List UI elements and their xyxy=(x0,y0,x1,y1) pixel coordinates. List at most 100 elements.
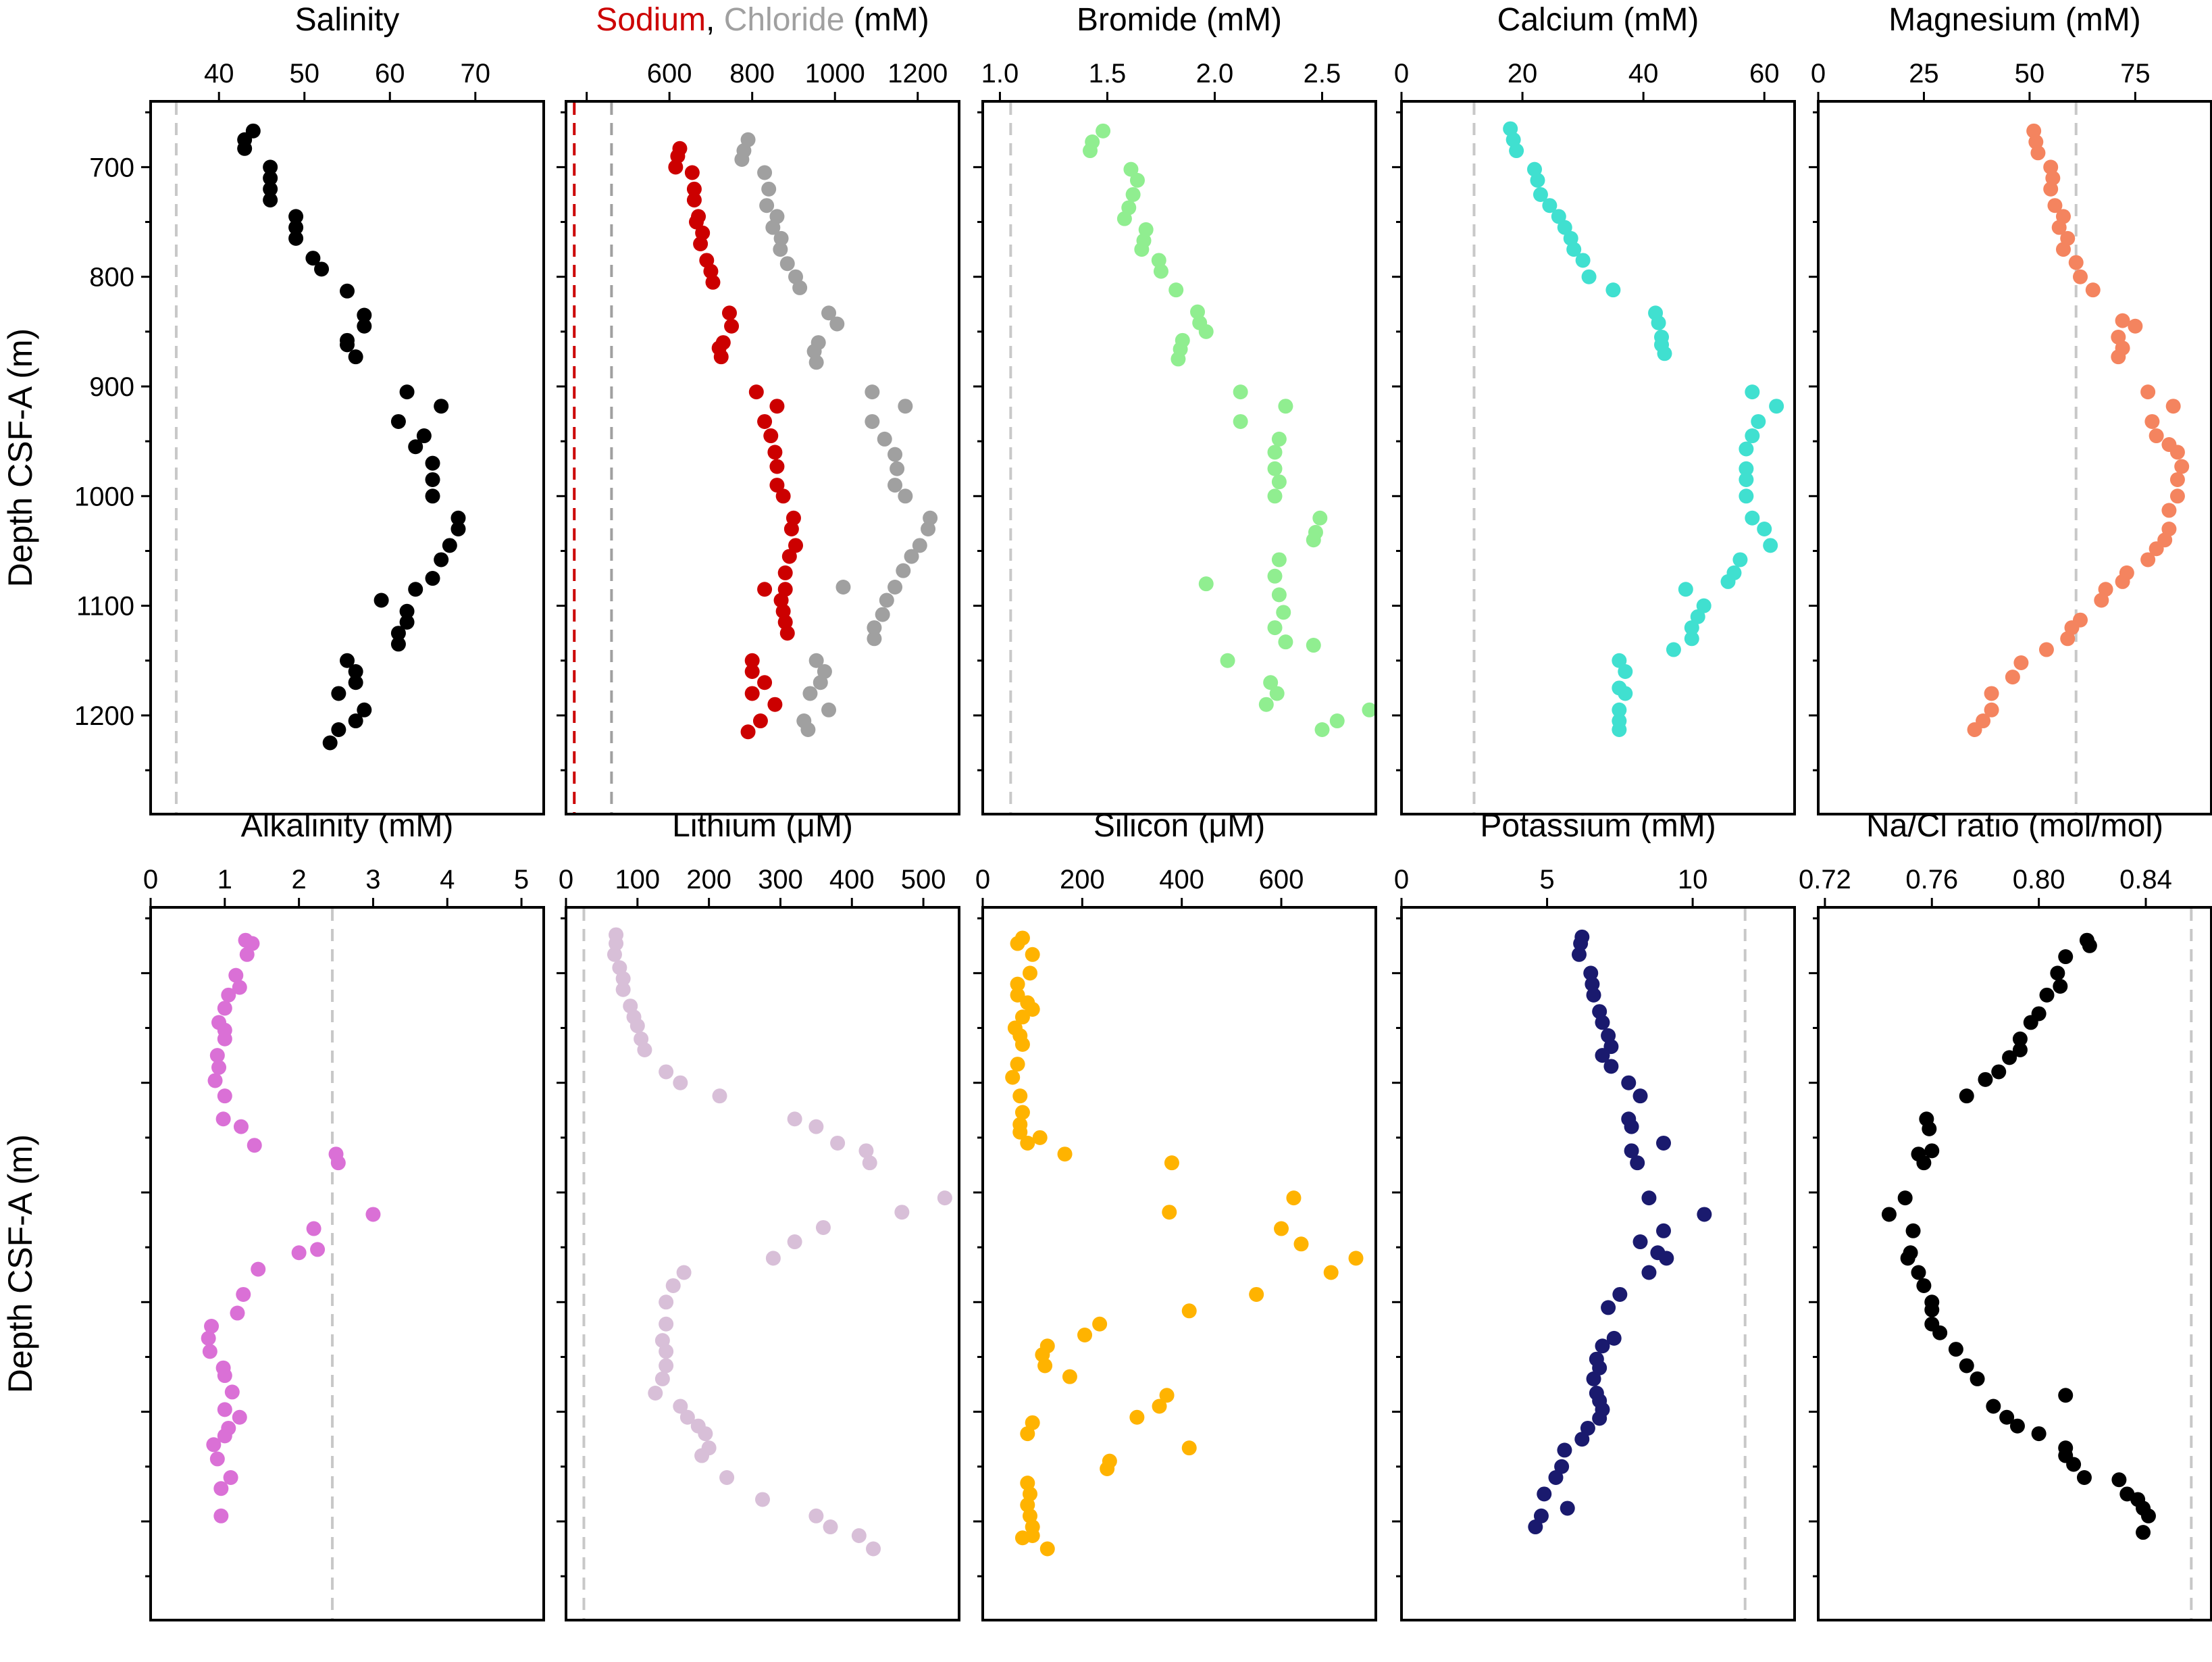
data-point xyxy=(1986,1399,2001,1414)
plot-frame xyxy=(1400,100,1796,815)
data-point xyxy=(808,355,824,370)
data-point xyxy=(773,593,789,608)
data-point xyxy=(1271,474,1287,490)
data-point xyxy=(2140,552,2156,568)
data-point xyxy=(1306,532,1321,548)
data-point xyxy=(615,982,631,997)
data-point xyxy=(1732,552,1748,568)
data-point xyxy=(779,256,795,272)
data-point xyxy=(773,230,789,246)
data-point xyxy=(1198,576,1214,592)
data-point xyxy=(1595,1338,1610,1354)
data-point xyxy=(1554,1459,1570,1474)
x-tick-label: 0 xyxy=(1811,59,1826,89)
x-tick-label: 0.72 xyxy=(1799,865,1851,895)
data-point xyxy=(2073,269,2088,284)
series-s0 xyxy=(1528,929,1712,1535)
data-point xyxy=(1162,1205,1177,1220)
plot-frame xyxy=(565,906,960,1621)
data-point xyxy=(808,1508,824,1524)
data-point xyxy=(1583,965,1599,981)
data-point xyxy=(815,1219,831,1235)
data-point xyxy=(665,1278,681,1293)
data-point xyxy=(1574,1432,1590,1447)
data-point xyxy=(1581,269,1597,284)
data-point xyxy=(654,1371,670,1386)
y-tick-label: 900 xyxy=(89,372,134,402)
data-point xyxy=(1129,172,1145,188)
data-point xyxy=(1720,574,1736,589)
data-point xyxy=(1739,488,1754,504)
data-point xyxy=(648,1386,663,1401)
plot-frame xyxy=(149,906,545,1621)
data-point xyxy=(1571,947,1587,962)
panel-title: Sodium, Chloride (mM) xyxy=(596,2,929,38)
data-point xyxy=(1314,722,1330,738)
data-point xyxy=(1012,1088,1028,1104)
x-tick-label: 50 xyxy=(2015,59,2045,89)
data-point xyxy=(1566,242,1582,257)
data-point xyxy=(1745,428,1760,444)
data-point xyxy=(213,1508,229,1524)
data-point xyxy=(609,936,624,951)
series-s0 xyxy=(607,927,952,1557)
data-point xyxy=(217,1402,232,1417)
data-point xyxy=(775,488,791,504)
data-point xyxy=(1039,1541,1055,1557)
data-point xyxy=(761,181,777,197)
data-point xyxy=(1657,346,1672,361)
data-point xyxy=(684,165,700,180)
data-point xyxy=(1134,242,1150,257)
data-point xyxy=(808,1119,824,1134)
data-point xyxy=(912,538,927,553)
data-point xyxy=(875,607,890,622)
x-tick-label: 60 xyxy=(375,59,405,89)
data-point xyxy=(233,1119,249,1134)
data-point xyxy=(1129,1409,1145,1425)
data-point xyxy=(223,1470,238,1485)
data-point xyxy=(217,1088,232,1104)
data-point xyxy=(781,549,797,564)
data-point xyxy=(2165,399,2181,414)
data-point xyxy=(1586,987,1601,1003)
data-point xyxy=(1092,1316,1108,1332)
data-point xyxy=(1263,675,1279,690)
data-point xyxy=(2068,255,2084,270)
x-tick-label: 500 xyxy=(901,865,946,895)
data-point xyxy=(399,614,415,630)
data-point xyxy=(2050,965,2065,981)
data-point xyxy=(215,1111,231,1127)
series-s0 xyxy=(1881,932,2156,1540)
data-point xyxy=(851,1528,867,1544)
series-s0 xyxy=(1503,121,1784,738)
data-point xyxy=(434,399,449,414)
data-point xyxy=(288,230,304,246)
data-point xyxy=(670,149,686,164)
data-point xyxy=(867,631,882,647)
data-point xyxy=(686,181,702,197)
data-point xyxy=(1057,1147,1073,1162)
data-point xyxy=(937,1190,952,1206)
data-point xyxy=(1168,282,1184,298)
data-point xyxy=(858,1143,874,1159)
data-point xyxy=(1125,186,1141,202)
data-point xyxy=(1010,976,1025,992)
data-point xyxy=(615,971,631,986)
panel-title: Potassium (mM) xyxy=(1480,808,1716,844)
data-point xyxy=(1911,1265,1926,1280)
data-point xyxy=(1959,1358,1974,1374)
data-point xyxy=(1312,510,1328,526)
data-point xyxy=(1293,1236,1309,1252)
data-point xyxy=(668,159,684,175)
data-point xyxy=(425,488,440,504)
panel-title: Lithium (μM) xyxy=(672,808,853,844)
x-tick-label: 600 xyxy=(647,59,692,89)
series-s0 xyxy=(237,123,466,751)
data-point xyxy=(787,1234,802,1250)
data-point xyxy=(1612,722,1627,738)
data-point xyxy=(1010,936,1025,951)
panel-salinity: Salinity 40 50 60 70 700 800 900 1000 1100 1200 Dep… xyxy=(1,2,545,815)
y-tick-label: 1100 xyxy=(76,592,134,622)
data-point xyxy=(694,1448,710,1463)
data-point xyxy=(1198,324,1214,339)
